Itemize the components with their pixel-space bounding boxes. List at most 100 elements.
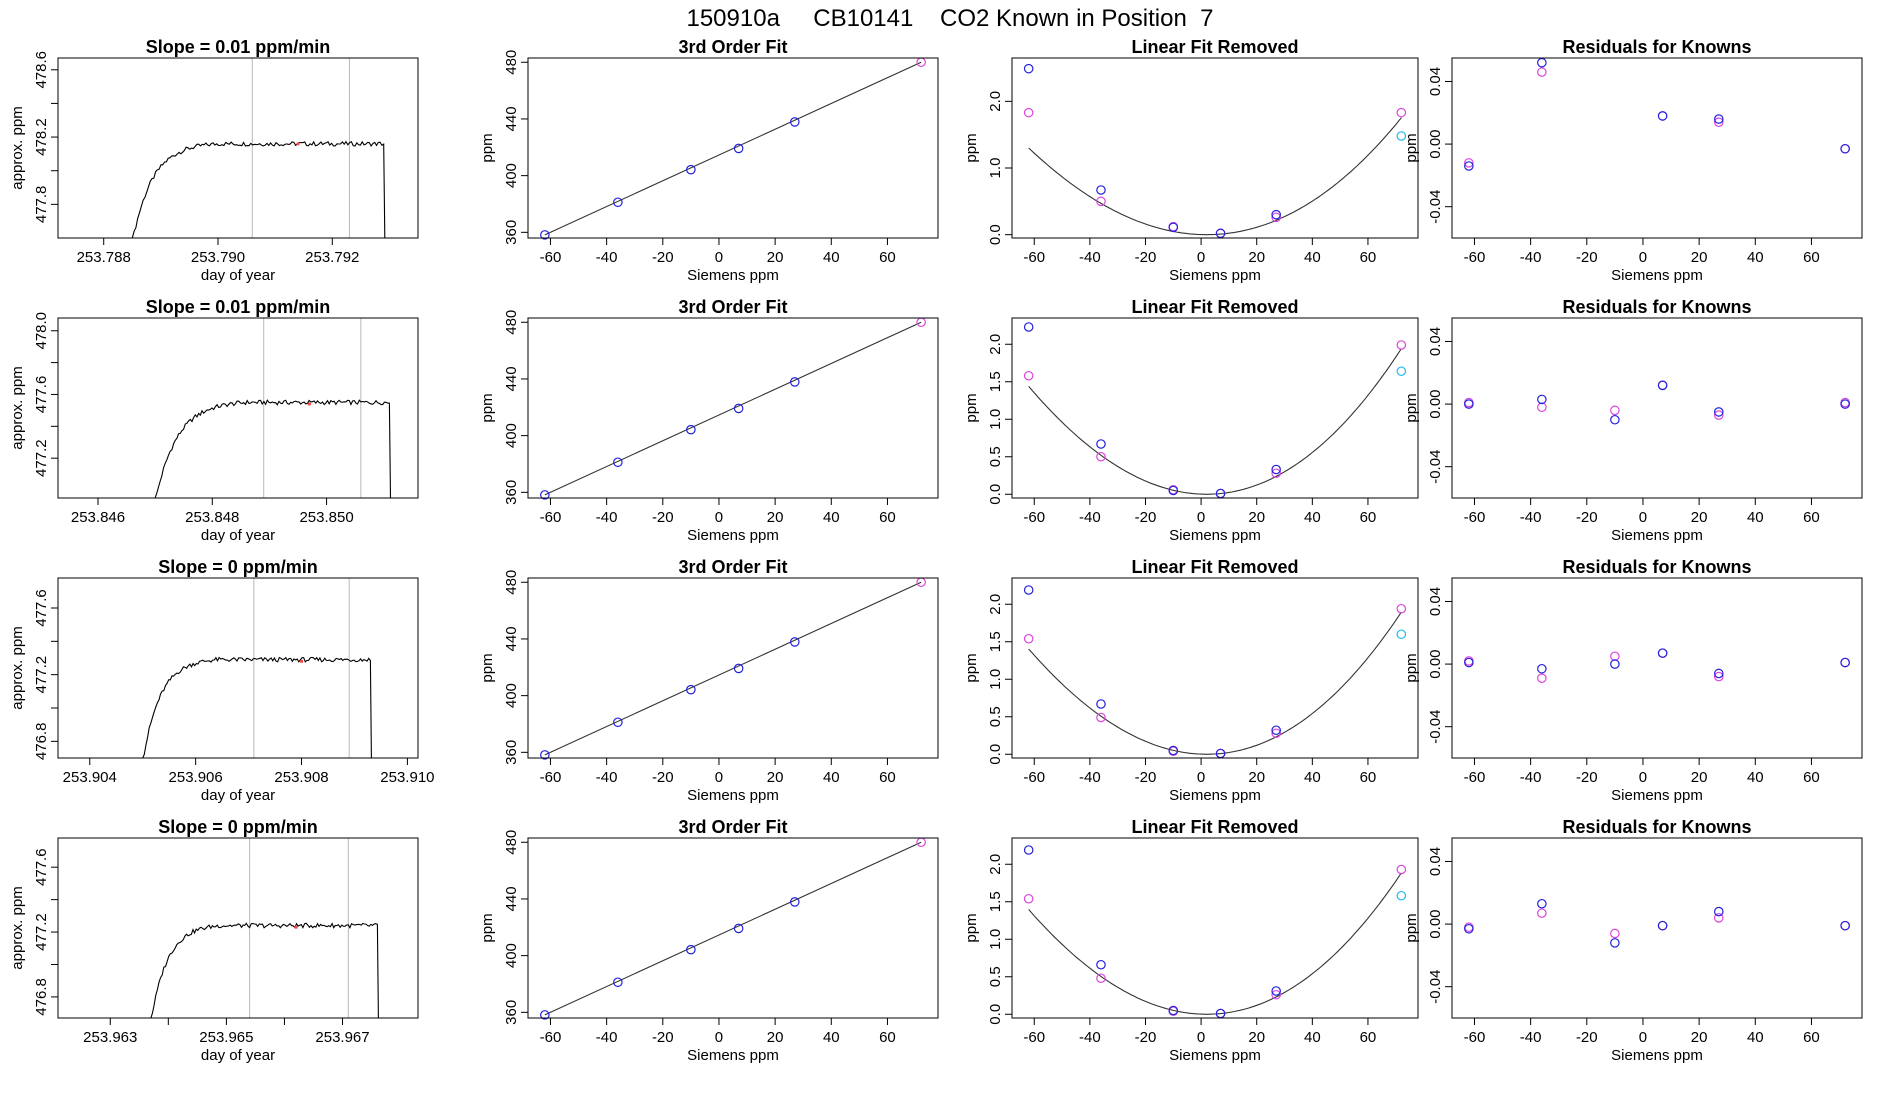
panel-row-3: Slope = 0 ppm/min 253.904 253.906 253.908 25… — [9, 557, 1863, 804]
fit-panel-ytick-label: 480 — [503, 310, 520, 335]
residual-point-magenta — [1396, 107, 1407, 118]
residual-point-blue — [1271, 209, 1281, 220]
fit-data-point — [686, 424, 696, 435]
resid-panel-xlabel: Siemens ppm — [1611, 787, 1703, 804]
raw-panel-ytick-label: 477.2 — [33, 913, 50, 951]
fit-panel-xtick-label: 60 — [879, 769, 896, 786]
known-residual-blue — [1537, 394, 1547, 405]
figure-title: 150910a CB10141 CO2 Known in Position 7 — [686, 5, 1213, 32]
linear-panel-xtick-label: 20 — [1248, 769, 1265, 786]
known-residual-magenta — [1713, 913, 1724, 923]
linear-panel-ylabel: ppm — [963, 653, 980, 682]
resid-panel-xtick-label: 40 — [1747, 1029, 1764, 1046]
resid-panel-ytick-label: 0.00 — [1427, 389, 1444, 418]
linear-panel-ylabel: ppm — [963, 913, 980, 942]
linear-panel-xtick-label: 40 — [1304, 769, 1321, 786]
resid-panel-ytick-label: 0.00 — [1427, 129, 1444, 158]
linear-panel-ytick-label: 1.0 — [987, 929, 1004, 950]
linear-panel-frame — [1011, 837, 1419, 1019]
linear-panel-xtick-label: -40 — [1079, 1029, 1101, 1046]
raw-panel-xtick-label: 253.908 — [274, 769, 328, 786]
residual-point-blue — [1168, 222, 1179, 233]
linear-panel-ytick-label: 0.5 — [987, 966, 1004, 987]
panel-grid: Slope = 0.01 ppm/min 253.788 253.790 253.79… — [9, 37, 1863, 1064]
residual-point-blue — [1096, 959, 1106, 970]
fit-panel-ytick-label: 400 — [503, 423, 520, 448]
linear-panel-xtick-label: 40 — [1304, 249, 1321, 266]
fit-panel-ytick-label: 440 — [503, 626, 520, 651]
linear-panel-xtick-label: -60 — [1023, 769, 1045, 786]
known-residual-blue — [1713, 668, 1724, 679]
fit-panel-xtick-label: 60 — [879, 509, 896, 526]
fit-data-point — [613, 197, 623, 208]
resid-panel-ytick-label: 0.04 — [1427, 847, 1444, 876]
known-residual-blue — [1464, 657, 1474, 668]
raw-panel-xtick-label: 253.792 — [305, 249, 359, 266]
resid-panel-xtick-label: 60 — [1803, 249, 1820, 266]
fit-panel-xtick-label: 40 — [823, 249, 840, 266]
fit-data-point — [789, 637, 800, 647]
fit-panel-xlabel: Siemens ppm — [687, 1047, 779, 1064]
fit-panel-xtick-label: -60 — [540, 769, 562, 786]
resid-panel-xlabel: Siemens ppm — [1611, 267, 1703, 284]
resid-panel-xtick-label: -20 — [1576, 509, 1598, 526]
resid-panel: Residuals for Knowns -60 -40 -20 0 20 40 60 Siem… — [1403, 297, 1863, 544]
raw-panel-ytick-label: 477.6 — [33, 848, 50, 886]
resid-panel-frame — [1451, 577, 1863, 759]
fit-data-point — [686, 944, 696, 955]
resid-panel-xtick-label: -20 — [1576, 1029, 1598, 1046]
resid-panel-ytick-label: -0.04 — [1427, 970, 1444, 1004]
fit-data-point — [613, 977, 623, 988]
linear-panel-xtick-label: 40 — [1304, 1029, 1321, 1046]
linear-panel-xtick-label: 40 — [1304, 509, 1321, 526]
fit-panel-xtick-label: 20 — [767, 249, 784, 266]
linear-panel-xtick-label: -40 — [1079, 769, 1101, 786]
raw-panel-xlabel: day of year — [201, 1047, 275, 1064]
linear-panel-xlabel: Siemens ppm — [1169, 527, 1261, 544]
known-residual-blue — [1464, 161, 1474, 171]
mean-marker-dot — [296, 142, 300, 146]
known-residual-magenta — [1610, 928, 1620, 939]
residual-point-magenta — [1271, 212, 1281, 223]
linear-panel-xtick-label: 20 — [1248, 249, 1265, 266]
residual-point-cyan — [1396, 131, 1407, 141]
fit-panel-xtick-label: 40 — [823, 1029, 840, 1046]
linear-panel-frame — [1011, 317, 1419, 499]
known-residual-magenta — [1537, 908, 1547, 918]
resid-panel-xtick-label: -40 — [1520, 249, 1542, 266]
residual-point-blue — [1023, 322, 1034, 332]
linear-panel-ytick-label: 1.5 — [987, 631, 1004, 652]
fit-panel-ytick-label: 480 — [503, 570, 520, 595]
fit-panel-xlabel: Siemens ppm — [687, 267, 779, 284]
resid-panel-xtick-label: -60 — [1464, 509, 1486, 526]
fit-panel-frame — [527, 577, 939, 759]
known-residual-blue — [1464, 399, 1474, 409]
resid-panel-xtick-label: -20 — [1576, 769, 1598, 786]
resid-panel-xtick-label: 40 — [1747, 249, 1764, 266]
fit-panel-ytick-label: 440 — [503, 366, 520, 391]
resid-panel-title: Residuals for Knowns — [1562, 37, 1751, 57]
raw-panel-frame — [57, 837, 419, 1019]
fit-curve-line — [544, 841, 922, 1016]
co2-trace-line — [142, 656, 372, 759]
residual-point-magenta — [1271, 468, 1281, 479]
fit-panel-ytick-label: 480 — [503, 50, 520, 75]
fit-panel-xtick-label: 60 — [879, 249, 896, 266]
fit-curve-line — [544, 321, 922, 496]
fit-panel-ylabel: ppm — [479, 913, 496, 942]
residual-point-magenta — [1023, 107, 1034, 118]
residual-point-blue — [1023, 585, 1034, 595]
fit-data-point — [686, 164, 696, 175]
fit-panel-xlabel: Siemens ppm — [687, 527, 779, 544]
known-residual-magenta — [1464, 158, 1474, 168]
resid-panel: Residuals for Knowns -60 -40 -20 0 20 40 60 Siem… — [1403, 817, 1863, 1064]
fit-panel-xtick-label: 0 — [715, 249, 723, 266]
linear-panel-ytick-label: 1.0 — [987, 158, 1004, 179]
known-residual-blue — [1713, 407, 1724, 417]
linear-panel-xtick-label: -60 — [1023, 249, 1045, 266]
fit-data-point — [789, 897, 800, 907]
linear-panel-xlabel: Siemens ppm — [1169, 1047, 1261, 1064]
resid-panel-xtick-label: 40 — [1747, 769, 1764, 786]
raw-panel-xtick-label: 253.846 — [71, 509, 125, 526]
